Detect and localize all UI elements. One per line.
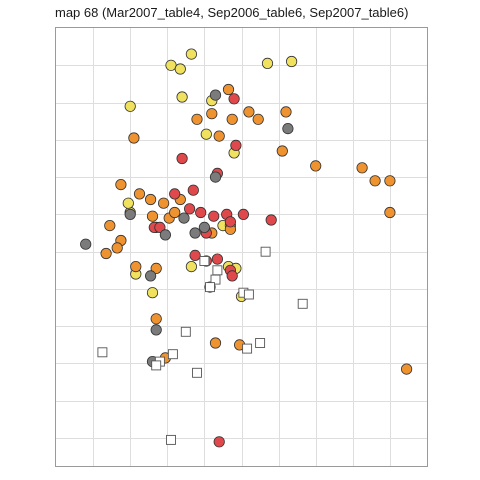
- data-point-gray-3: [178, 212, 190, 224]
- data-point-orange-4: [252, 113, 264, 125]
- data-point-red-21: [213, 436, 225, 448]
- data-point-open-square-2: [212, 265, 223, 276]
- data-point-open-square-8: [180, 326, 191, 337]
- data-point-orange-28: [150, 262, 162, 274]
- data-point-open-square-10: [255, 338, 266, 348]
- data-point-red-5: [169, 188, 181, 200]
- data-point-yellow-19: [146, 287, 159, 299]
- data-point-red-8: [208, 210, 220, 222]
- data-point-yellow-0: [165, 59, 177, 71]
- data-point-open-square-1: [199, 256, 210, 266]
- data-point-orange-6: [191, 113, 203, 125]
- data-point-red-10: [237, 208, 249, 220]
- data-point-gray-2: [209, 171, 222, 183]
- data-point-yellow-2: [185, 48, 197, 60]
- data-point-open-square-9: [242, 343, 253, 354]
- data-point-open-square-16: [166, 434, 176, 445]
- data-point-red-4: [187, 184, 199, 196]
- data-point-yellow-8: [200, 128, 212, 140]
- data-point-red-14: [154, 221, 166, 233]
- data-point-open-square-6: [243, 289, 254, 300]
- data-point-orange-34: [369, 175, 381, 187]
- data-point-orange-9: [276, 145, 288, 157]
- data-point-orange-5: [280, 106, 292, 118]
- data-point-gray-10: [150, 324, 162, 336]
- data-point-orange-12: [115, 179, 127, 191]
- chart-title: map 68 (Mar2007_table4, Sep2006_table6, …: [55, 5, 408, 20]
- data-point-orange-36: [384, 206, 396, 219]
- data-point-open-square-7: [297, 298, 308, 309]
- data-point-orange-15: [158, 197, 170, 209]
- data-point-red-0: [228, 93, 240, 105]
- data-point-orange-27: [130, 260, 142, 273]
- data-point-yellow-3: [261, 57, 274, 70]
- data-point-open-square-4: [205, 282, 215, 293]
- data-point-orange-3: [206, 108, 218, 120]
- data-point-orange-7: [213, 130, 225, 142]
- data-point-orange-11: [356, 162, 368, 174]
- data-point-gray-4: [124, 208, 136, 220]
- data-point-orange-10: [310, 160, 322, 172]
- data-point-orange-2: [226, 113, 238, 125]
- data-point-orange-35: [384, 175, 396, 187]
- data-point-orange-13: [133, 188, 146, 200]
- data-point-gray-5: [198, 221, 210, 233]
- data-point-gray-1: [282, 123, 294, 135]
- data-point-orange-31: [209, 337, 222, 349]
- data-point-orange-14: [145, 193, 157, 206]
- data-point-red-1: [230, 139, 242, 151]
- data-point-yellow-11: [122, 197, 134, 209]
- data-point-red-12: [265, 214, 277, 226]
- data-point-gray-8: [145, 270, 157, 282]
- data-point-red-16: [189, 249, 201, 261]
- data-points: [80, 48, 413, 448]
- data-point-orange-25: [111, 242, 123, 254]
- plot-panel: [55, 27, 428, 467]
- data-point-red-7: [195, 206, 207, 219]
- data-point-open-square-11: [97, 347, 108, 358]
- data-point-orange-26: [100, 247, 112, 260]
- data-point-open-square-14: [151, 360, 162, 371]
- data-point-open-square-15: [192, 367, 202, 378]
- data-point-gray-6: [189, 227, 201, 239]
- data-point-orange-20: [104, 220, 116, 232]
- data-point-red-11: [224, 216, 236, 228]
- data-point-yellow-7: [124, 100, 136, 112]
- data-point-orange-37: [400, 363, 413, 375]
- data-point-red-6: [184, 203, 196, 215]
- data-point-orange-17: [146, 210, 159, 222]
- data-point-yellow-1: [174, 63, 186, 75]
- data-point-open-square-3: [210, 274, 221, 285]
- data-point-yellow-14: [185, 260, 197, 273]
- data-point-orange-30: [150, 313, 162, 325]
- data-point-gray-7: [159, 229, 171, 241]
- data-point-orange-8: [128, 132, 140, 144]
- data-point-gray-0: [209, 89, 222, 101]
- data-point-red-19: [226, 270, 238, 282]
- data-point-open-square-0: [260, 246, 271, 257]
- data-point-open-square-12: [167, 349, 178, 360]
- data-point-yellow-5: [176, 91, 188, 103]
- data-point-gray-9: [80, 238, 92, 250]
- data-point-red-3: [176, 152, 188, 165]
- data-point-orange-1: [243, 106, 255, 118]
- data-point-yellow-4: [285, 55, 298, 68]
- data-point-red-20: [211, 253, 223, 265]
- data-point-orange-0: [222, 83, 235, 96]
- data-point-orange-19: [169, 206, 181, 219]
